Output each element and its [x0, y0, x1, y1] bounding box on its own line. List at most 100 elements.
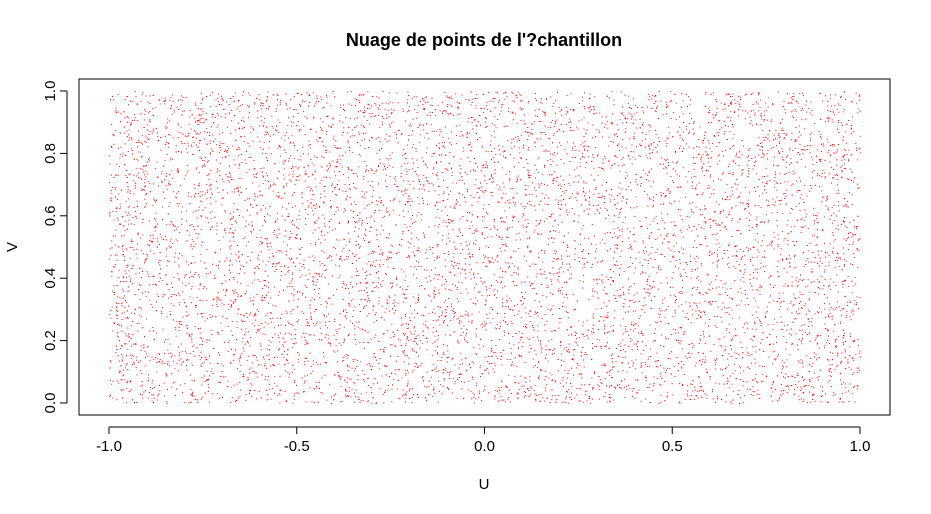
scatter-point: [410, 218, 412, 220]
scatter-point: [284, 178, 285, 180]
scatter-point: [573, 220, 575, 222]
scatter-point: [378, 363, 380, 364]
scatter-point: [842, 341, 844, 343]
scatter-point: [509, 342, 510, 344]
scatter-point: [379, 265, 381, 267]
scatter-point: [527, 203, 529, 205]
scatter-point: [296, 257, 298, 259]
scatter-point: [748, 225, 750, 227]
scatter-point: [640, 144, 642, 146]
scatter-point: [728, 307, 730, 308]
scatter-point: [566, 263, 568, 265]
scatter-point: [578, 400, 580, 402]
scatter-point: [544, 330, 546, 332]
scatter-point: [660, 375, 662, 377]
scatter-point: [265, 100, 267, 102]
scatter-point: [582, 96, 583, 98]
scatter-point: [494, 107, 496, 109]
scatter-point: [439, 274, 440, 276]
scatter-point: [611, 369, 613, 370]
scatter-point: [553, 134, 555, 136]
scatter-point: [480, 189, 482, 191]
scatter-point: [407, 336, 408, 338]
scatter-point: [529, 309, 531, 311]
scatter-point: [448, 113, 450, 115]
scatter-point: [149, 160, 151, 162]
scatter-point: [348, 395, 349, 397]
scatter-point: [753, 109, 755, 111]
scatter-point: [427, 327, 429, 329]
scatter-point: [610, 354, 612, 356]
scatter-point: [777, 183, 779, 185]
scatter-point: [509, 266, 510, 268]
scatter-point: [181, 282, 183, 284]
scatter-point: [532, 337, 534, 339]
scatter-point: [748, 368, 750, 369]
scatter-point: [511, 220, 513, 221]
scatter-point: [665, 234, 667, 236]
scatter-point: [827, 329, 829, 331]
scatter-point: [194, 229, 196, 231]
scatter-point: [812, 159, 814, 161]
scatter-point: [690, 255, 692, 257]
scatter-point: [774, 186, 776, 188]
scatter-point: [327, 169, 329, 171]
scatter-point: [729, 199, 731, 201]
scatter-point: [612, 122, 614, 124]
scatter-point: [264, 219, 265, 221]
scatter-point: [652, 206, 654, 208]
scatter-point: [578, 175, 580, 177]
scatter-point: [169, 245, 171, 247]
scatter-point: [230, 132, 232, 134]
scatter-point: [169, 184, 171, 186]
scatter-point: [438, 289, 440, 291]
scatter-point: [751, 380, 753, 382]
scatter-point: [419, 134, 421, 136]
scatter-point: [111, 240, 113, 242]
scatter-point: [205, 119, 207, 120]
scatter-point: [192, 256, 194, 258]
scatter-point: [459, 165, 461, 167]
scatter-point: [384, 108, 386, 110]
scatter-point: [375, 169, 377, 171]
scatter-point: [393, 199, 395, 200]
scatter-point: [486, 101, 488, 103]
scatter-point: [354, 306, 356, 308]
scatter-point: [551, 283, 553, 285]
scatter-point: [286, 131, 288, 133]
scatter-point: [316, 139, 318, 141]
scatter-point: [629, 338, 631, 340]
scatter-point: [762, 150, 763, 152]
scatter-point: [119, 370, 121, 372]
scatter-point: [649, 285, 651, 286]
scatter-point: [622, 112, 624, 114]
scatter-point: [776, 225, 778, 227]
scatter-point: [778, 292, 780, 294]
scatter-point: [841, 393, 843, 394]
scatter-point: [826, 252, 828, 254]
scatter-point: [703, 139, 704, 141]
scatter-point: [207, 379, 209, 381]
scatter-point: [726, 295, 728, 296]
scatter-point: [843, 238, 845, 240]
scatter-point: [834, 260, 836, 261]
scatter-point: [239, 164, 241, 166]
scatter-point: [345, 396, 347, 398]
scatter-point: [827, 207, 829, 209]
scatter-point: [188, 335, 190, 337]
scatter-point: [503, 126, 505, 128]
scatter-point: [199, 122, 201, 123]
scatter-point: [553, 152, 555, 153]
scatter-point: [589, 398, 591, 399]
scatter-point: [608, 371, 610, 373]
scatter-point: [795, 139, 796, 141]
scatter-point: [162, 181, 163, 183]
scatter-point: [760, 116, 762, 118]
scatter-point: [782, 159, 784, 161]
scatter-point: [666, 396, 668, 398]
scatter-point: [719, 230, 721, 232]
scatter-point: [786, 259, 788, 260]
scatter-point: [114, 322, 115, 324]
scatter-point: [849, 300, 851, 302]
